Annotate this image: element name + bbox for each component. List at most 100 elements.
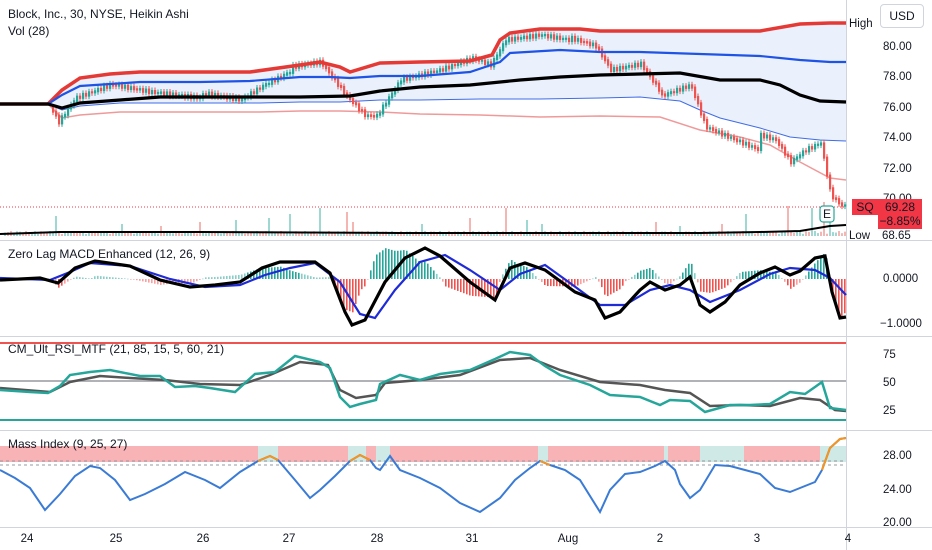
macd-histogram-bar — [88, 278, 90, 279]
macd-histogram-bar — [457, 279, 459, 291]
candle-body — [241, 98, 244, 102]
candle-body — [715, 128, 718, 134]
time-axis[interactable]: 24 25 26 27 28 31 Aug 2 3 4 — [21, 533, 852, 545]
price-pane[interactable]: Block, Inc., 30, NYSE, Heikin Ashi Vol (… — [0, 7, 847, 236]
candle-body — [622, 65, 625, 70]
volume-bar — [148, 233, 150, 236]
mass-tick: 24.00 — [883, 484, 912, 496]
macd-histogram-bar — [211, 277, 213, 279]
volume-bar — [331, 232, 333, 236]
candle-body — [382, 104, 385, 115]
time-tick: 27 — [283, 533, 296, 545]
candle-body — [634, 62, 637, 68]
candle-body — [589, 41, 592, 47]
candle-body — [664, 93, 667, 97]
rsi-pane[interactable]: CM_Ult_RSI_MTF (21, 85, 15, 5, 60, 21) 7… — [0, 342, 896, 421]
macd-histogram-bar — [454, 279, 456, 290]
volume-bar — [763, 232, 765, 236]
volume-bar — [73, 231, 75, 236]
volume-bar — [13, 233, 15, 236]
candle-body — [205, 93, 208, 96]
candle-body — [631, 64, 634, 68]
volume-bar — [346, 212, 348, 236]
candle-body — [604, 55, 607, 62]
volume-bar — [301, 232, 303, 236]
candle-body — [619, 65, 622, 72]
candle-body — [100, 87, 103, 92]
candle-body — [325, 64, 328, 70]
macd-histogram-bar — [418, 261, 420, 279]
volume-bar — [232, 231, 234, 236]
macd-histogram-bar — [679, 276, 681, 279]
candle-body — [85, 92, 88, 97]
volume-bar — [829, 211, 831, 236]
volume-bar — [772, 231, 774, 236]
rsi-fast-line — [0, 350, 847, 414]
volume-bar — [40, 231, 42, 236]
price-axis[interactable]: High 80.00 78.00 76.00 74.00 72.00 70.00… — [847, 16, 922, 242]
volume-bar — [403, 233, 405, 236]
macd-histogram-bar — [616, 279, 618, 292]
macd-histogram-bar — [682, 272, 684, 279]
volume-bar — [844, 231, 846, 236]
volume-bar — [826, 233, 828, 236]
mass-highlight-segment — [539, 460, 551, 466]
volume-bar — [733, 231, 735, 236]
last-price-tag — [878, 199, 922, 229]
candle-body — [454, 64, 457, 67]
candle-body — [697, 96, 700, 105]
candle-body — [175, 92, 178, 97]
candle-body — [823, 142, 826, 159]
macd-histogram-bar — [583, 279, 585, 283]
macd-histogram-bar — [196, 279, 198, 282]
macd-histogram-bar — [220, 276, 222, 279]
volume-bar — [370, 232, 372, 236]
macd-histogram-bar — [655, 273, 657, 279]
macd-pane[interactable]: Zero Lag MACD Enhanced (12, 26, 9) 0.000… — [0, 246, 922, 330]
candle-body — [811, 146, 814, 150]
time-tick: 3 — [754, 533, 760, 545]
macd-histogram-bar — [808, 271, 810, 279]
candle-body — [82, 92, 85, 99]
candle-body — [565, 37, 568, 40]
macd-histogram-bar — [424, 261, 426, 279]
mass-bg-green — [376, 446, 390, 462]
volume-bar — [265, 231, 267, 236]
candle-body — [151, 90, 154, 95]
volume-bar — [109, 233, 111, 236]
macd-histogram-bar — [307, 275, 309, 279]
candle-body — [394, 88, 397, 95]
macd-histogram-bar — [649, 268, 651, 279]
volume-bar — [601, 232, 603, 236]
candle-body — [553, 34, 556, 40]
macd-histogram-bar — [793, 279, 795, 287]
macd-histogram-bar — [511, 260, 513, 279]
candle-body — [88, 91, 91, 97]
currency-button[interactable]: USD — [880, 4, 924, 28]
candle-body — [283, 73, 286, 79]
mass-index-highlight-segments — [257, 437, 847, 471]
macd-histogram-bar — [748, 271, 750, 279]
candle-body — [706, 118, 709, 130]
candle-body — [103, 85, 106, 92]
rsi-tick: 50 — [883, 377, 896, 389]
mass-index-pane[interactable]: Mass Index (9, 25, 27) 28.00 24.00 20.00 — [0, 437, 912, 529]
macd-histogram-bar — [721, 279, 723, 289]
candle-body — [112, 83, 115, 87]
rsi-tick: 75 — [883, 349, 896, 361]
volume-bar — [262, 232, 264, 236]
macd-histogram-bar — [202, 278, 204, 280]
macd-histogram-bar — [445, 279, 447, 287]
earnings-marker[interactable] — [819, 205, 835, 223]
candle-body — [439, 68, 442, 73]
volume-bar — [121, 224, 123, 236]
macd-histogram-bar — [634, 274, 636, 279]
volume-bar — [118, 232, 120, 236]
macd-histogram-bar — [802, 279, 804, 280]
candle-body — [124, 84, 127, 89]
macd-histogram-bar — [85, 277, 87, 279]
candle-body — [574, 35, 577, 42]
volume-bar — [838, 231, 840, 236]
macd-histogram-bar — [76, 276, 78, 279]
